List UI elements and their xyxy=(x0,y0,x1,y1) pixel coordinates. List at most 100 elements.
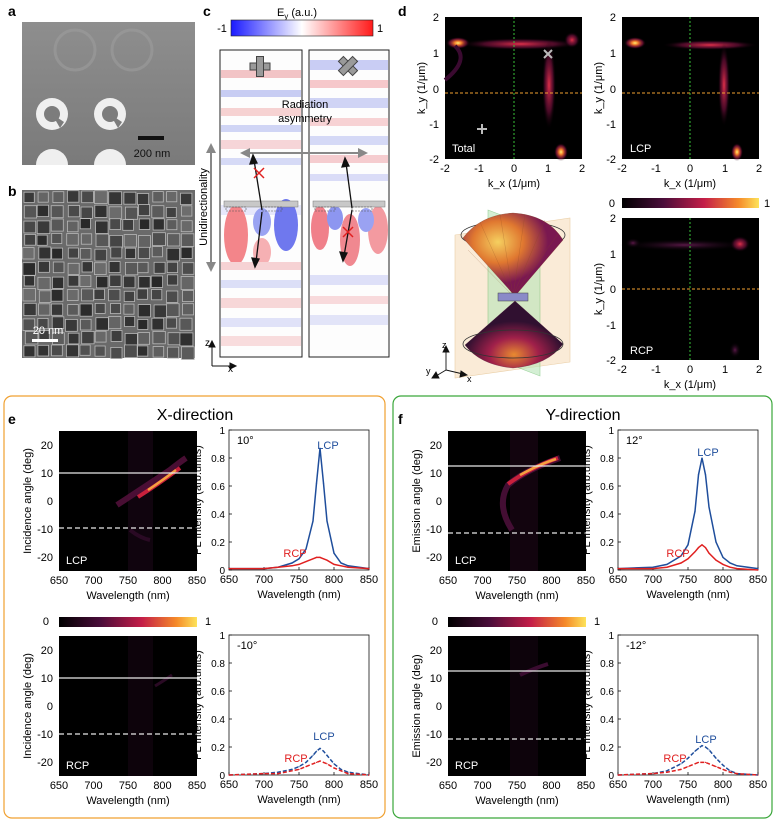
heatmap-f-rcp-label: RCP xyxy=(455,760,478,772)
nanocube xyxy=(52,191,65,203)
tick-label: 750 xyxy=(119,780,137,792)
panel-c-label: c xyxy=(203,3,211,19)
nanocube xyxy=(22,288,36,302)
ky-label: k_y (1/μm) xyxy=(593,263,605,315)
nanocube xyxy=(136,288,148,300)
tick: 1 xyxy=(610,249,616,261)
panel-f-border xyxy=(392,395,773,819)
colorbar-f-min: 0 xyxy=(432,616,438,628)
nanocube xyxy=(94,262,107,275)
data-point xyxy=(729,562,731,564)
x-axis-label: Wavelength (nm) xyxy=(475,795,558,807)
y-axis-label: PL Intensity (arb.units) xyxy=(581,650,593,760)
nanocube xyxy=(153,261,166,274)
data-point xyxy=(697,761,700,764)
tick-label: 1 xyxy=(608,631,614,642)
data-point xyxy=(687,558,689,560)
tick-label: 850 xyxy=(360,779,378,791)
tick-label: 0.2 xyxy=(211,538,225,549)
data-point xyxy=(715,766,717,768)
radiation-label-1: Radiation xyxy=(282,99,328,111)
nanocube xyxy=(67,262,80,275)
nanocube xyxy=(95,233,110,248)
nanocube xyxy=(180,246,193,259)
data-point xyxy=(305,561,307,563)
tick: 2 xyxy=(756,364,762,376)
nanocube xyxy=(23,220,37,234)
legend-lcp: LCP xyxy=(695,734,716,746)
tick-label: 0.2 xyxy=(600,743,614,754)
tick-label: 850 xyxy=(360,574,378,586)
panel-c: c Ey (a.u.) -1 1 xyxy=(198,3,390,375)
tick-label: 850 xyxy=(188,575,206,587)
data-point xyxy=(617,774,619,776)
map-label-rcp: RCP xyxy=(630,345,653,357)
data-point xyxy=(701,745,703,747)
sem-faint-ring xyxy=(53,28,97,72)
tick-label: 800 xyxy=(325,779,343,791)
tick-label: 0 xyxy=(219,566,225,577)
nanocube xyxy=(138,276,151,289)
nanocube xyxy=(124,333,138,347)
panel-e-border xyxy=(3,395,386,819)
nanocube xyxy=(67,247,79,259)
data-point xyxy=(298,766,300,768)
data-point xyxy=(722,768,724,771)
dipole-arrows xyxy=(249,153,353,269)
data-point xyxy=(736,568,738,570)
data-point xyxy=(708,552,710,554)
data-point xyxy=(701,457,703,459)
tick-label: 0.8 xyxy=(600,659,614,670)
spectrum-chart: 650 700 750 800 850 0 0.2 0.4 0.6 0.8 1 Wavelength … xyxy=(581,426,767,601)
nanocube xyxy=(50,205,64,219)
nanocube xyxy=(22,262,36,276)
spectrum-chart: 650 700 750 800 850 0 0.2 0.4 0.6 0.8 1 Wavelength … xyxy=(192,631,378,806)
tick: 0 xyxy=(687,163,693,175)
tick-label: 650 xyxy=(609,779,627,791)
tick-label: 0.8 xyxy=(211,659,225,670)
tick-label: 850 xyxy=(577,575,595,587)
data-point xyxy=(722,563,724,566)
nanocube xyxy=(51,303,64,316)
tick-label: 0.4 xyxy=(600,510,614,521)
tick-label: 700 xyxy=(84,780,102,792)
nanocube xyxy=(24,233,36,246)
data-point xyxy=(736,773,738,775)
tick-label: 750 xyxy=(119,575,137,587)
tick-label: 650 xyxy=(50,575,68,587)
kx-label: k_x (1/μm) xyxy=(664,178,716,190)
data-point xyxy=(368,774,370,776)
tick-label: 800 xyxy=(714,574,732,586)
data-point xyxy=(315,761,318,764)
legend-lcp: LCP xyxy=(317,440,338,452)
field-map-right xyxy=(308,49,390,358)
tick: -2 xyxy=(617,364,627,376)
data-point xyxy=(322,482,325,484)
data-point xyxy=(694,510,696,512)
nanocube xyxy=(181,262,195,275)
data-point xyxy=(680,763,682,765)
nanocube xyxy=(124,247,137,259)
nanocube xyxy=(80,233,93,245)
scalebar-a xyxy=(138,136,164,140)
data-point xyxy=(652,566,654,568)
tick-label: 850 xyxy=(749,779,767,791)
tick-label: 0.6 xyxy=(600,482,614,493)
tick-label: 700 xyxy=(473,780,491,792)
data-point xyxy=(757,568,759,570)
map-label-lcp: LCP xyxy=(630,143,651,155)
colorbar-c-min: -1 xyxy=(217,23,227,35)
tick-label: 0 xyxy=(436,701,442,713)
heatmap-e-lcp: LCP xyxy=(59,431,197,571)
data-point xyxy=(722,556,724,559)
sem-split-rings xyxy=(36,98,126,165)
tick-label: 0 xyxy=(608,566,614,577)
panel-a-label: a xyxy=(8,3,16,19)
data-point xyxy=(708,763,710,765)
nanocube xyxy=(181,205,193,217)
nanocube xyxy=(36,204,50,217)
data-point xyxy=(687,757,689,759)
tick-label: 650 xyxy=(609,574,627,586)
nanocube xyxy=(180,276,195,290)
y-axis-label: PL Intensity (arb.units) xyxy=(581,445,593,555)
